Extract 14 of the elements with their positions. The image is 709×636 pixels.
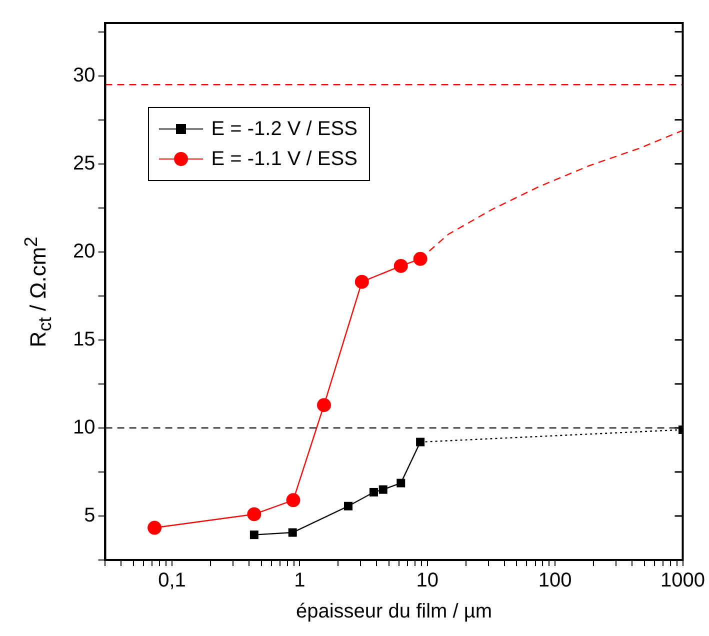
y-tick-label: 25 — [72, 152, 96, 174]
x-tick-label: 1000 — [660, 570, 706, 592]
x-tick-label: 10 — [416, 570, 439, 592]
x-tick-label: 0,1 — [158, 570, 186, 592]
y-tick-label: 20 — [72, 240, 96, 262]
y-tick-label: 10 — [72, 416, 96, 438]
x-tick-label: 1 — [294, 570, 306, 592]
legend-label: E = -1.2 V / ESS — [211, 117, 358, 142]
legend-label: E = -1.1 V / ESS — [211, 147, 358, 172]
y-tick-label: 5 — [84, 504, 96, 526]
y-tick-label: 15 — [72, 328, 96, 350]
x-tick-label: 100 — [538, 570, 572, 592]
y-tick-label: 30 — [72, 64, 96, 86]
x-axis-title: épaisseur du film / µm — [296, 600, 492, 623]
